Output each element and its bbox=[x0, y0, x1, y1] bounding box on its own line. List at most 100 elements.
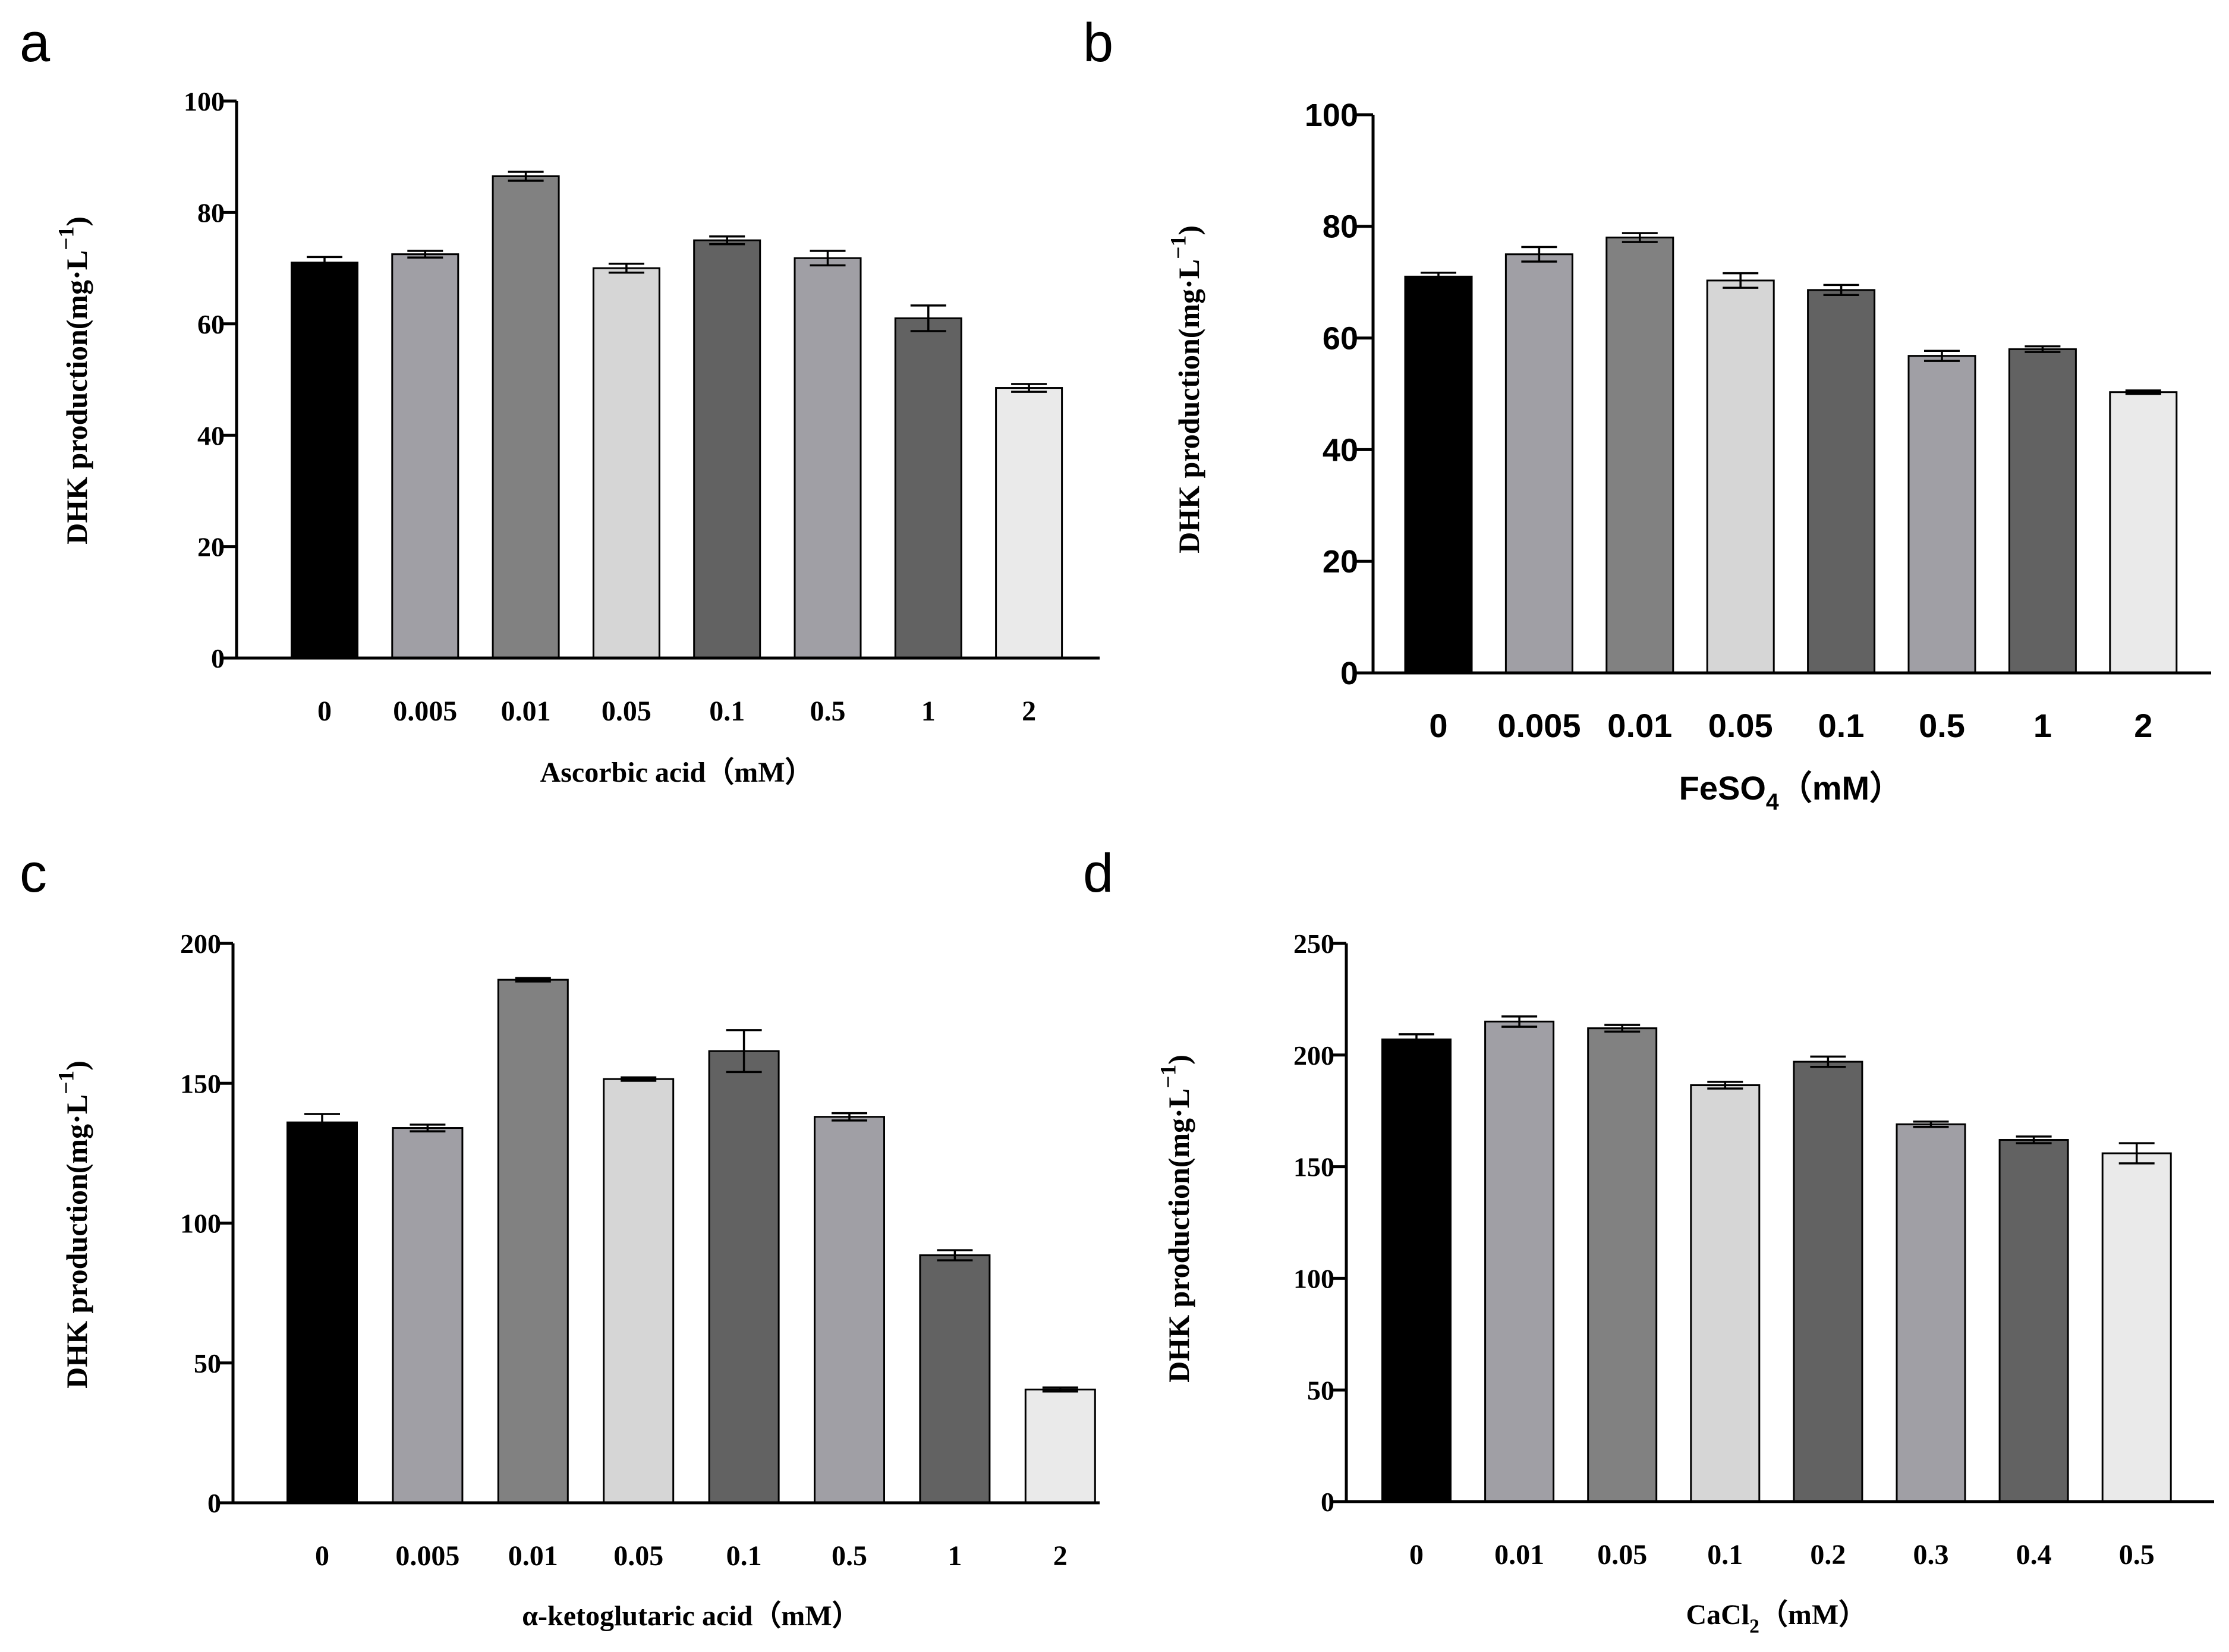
x-axis-title-subscript: 4 bbox=[1766, 789, 1779, 815]
bar-1 bbox=[919, 1254, 991, 1504]
error-bar-0.2 bbox=[1810, 1055, 1846, 1068]
y-tick-label: 0 bbox=[1321, 1487, 1334, 1517]
y-tick-label: 50 bbox=[1307, 1375, 1334, 1405]
error-bar-0.5 bbox=[1924, 350, 1960, 362]
x-tick-label: 0.4 bbox=[2016, 1539, 2052, 1571]
error-bar-0.1 bbox=[1707, 1081, 1743, 1090]
bar-0.005 bbox=[1504, 253, 1573, 674]
y-axis-title-main: DHK production(mg·L bbox=[1172, 259, 1205, 553]
bar-0.05 bbox=[1706, 279, 1775, 674]
x-tick-label: 0.1 bbox=[1818, 707, 1865, 744]
error-bar-0.3 bbox=[1913, 1120, 1949, 1128]
bar-0.1 bbox=[693, 239, 761, 659]
x-tick-label: 0 bbox=[315, 1540, 329, 1572]
y-tick-label: 80 bbox=[1323, 209, 1358, 245]
error-bar-0.1 bbox=[709, 235, 745, 246]
error-bar-0 bbox=[304, 1113, 340, 1132]
bar-1 bbox=[2008, 348, 2077, 674]
error-bar-0.05 bbox=[1604, 1024, 1641, 1033]
error-bar-1 bbox=[2025, 345, 2061, 353]
error-bar-0.5 bbox=[2118, 1142, 2155, 1165]
bar-0.5 bbox=[2101, 1152, 2172, 1503]
x-tick-label: 0 bbox=[1409, 1539, 1424, 1571]
x-tick-label: 0.005 bbox=[395, 1540, 459, 1572]
error-bar-0.05 bbox=[1723, 272, 1759, 289]
bar-0.01 bbox=[497, 978, 569, 1504]
x-tick-label: 0.3 bbox=[1913, 1539, 1949, 1571]
bar-0.05 bbox=[592, 267, 660, 659]
error-bar-0.005 bbox=[410, 1124, 446, 1132]
x-axis-title: CaCl2（mM） bbox=[1686, 1599, 1867, 1637]
panel-letter: b bbox=[1083, 12, 1113, 73]
bar-2 bbox=[995, 387, 1063, 659]
x-tick-label: 0.2 bbox=[1810, 1539, 1846, 1571]
bar-0.005 bbox=[392, 1127, 464, 1504]
x-axis-title-main: FeSO bbox=[1679, 769, 1766, 807]
error-bar-0 bbox=[307, 256, 342, 269]
x-tick-label: 0.05 bbox=[1597, 1539, 1647, 1571]
bar-0.5 bbox=[1907, 355, 1976, 674]
y-tick-label: 0 bbox=[1340, 656, 1358, 691]
x-tick-label: 0.005 bbox=[393, 696, 457, 727]
y-tick-label: 80 bbox=[197, 198, 225, 228]
error-bar-0.01 bbox=[1622, 232, 1658, 243]
y-axis-title-end: ) bbox=[60, 1061, 93, 1071]
error-bar-0.4 bbox=[2016, 1135, 2052, 1144]
x-tick-label: 0.5 bbox=[810, 696, 846, 727]
x-tick-label: 0.5 bbox=[2119, 1539, 2155, 1571]
bar-0.3 bbox=[1896, 1123, 1966, 1503]
x-tick-label: 1 bbox=[947, 1540, 962, 1572]
y-axis-title-main: DHK production(mg·L bbox=[60, 250, 93, 545]
x-tick-label: 0.05 bbox=[613, 1540, 663, 1572]
y-tick-label: 0 bbox=[211, 643, 225, 674]
x-axis-title-main: Ascorbic acid（mM） bbox=[540, 757, 814, 788]
chart-panel-a: a 0 20 40 60 80 100 0 0.005 0.01 0.05 0.1 0.5 1 2 Ascor… bbox=[20, 12, 1100, 788]
chart-panel-c: c 0 50 100 150 200 0 0.005 0.01 0.05 0.1 0.5 1 2 α-ket… bbox=[20, 843, 1100, 1632]
y-axis-title: DHK production(mg·L−1) bbox=[55, 1061, 94, 1389]
x-axis-title: α-ketoglutaric acid（mM） bbox=[522, 1600, 860, 1632]
error-bar-0.1 bbox=[1823, 284, 1859, 297]
x-axis-title-unit: （mM） bbox=[1759, 1599, 1867, 1631]
y-tick-label: 250 bbox=[1293, 929, 1334, 959]
bar-0.2 bbox=[1793, 1061, 1863, 1503]
panel-letter: c bbox=[20, 843, 47, 904]
error-bar-0.005 bbox=[407, 250, 443, 259]
bar-2 bbox=[1024, 1388, 1096, 1504]
y-tick-label: 200 bbox=[1293, 1040, 1334, 1071]
error-bar-2 bbox=[1042, 1386, 1078, 1393]
y-tick-label: 20 bbox=[1323, 544, 1358, 580]
bar-0.5 bbox=[794, 257, 862, 659]
x-tick-label: 0.1 bbox=[726, 1540, 762, 1572]
y-axis-title-superscript: −1 bbox=[1157, 1065, 1181, 1088]
y-tick-label: 60 bbox=[197, 309, 225, 339]
x-tick-label: 2 bbox=[2134, 707, 2152, 744]
bar-0.1 bbox=[1690, 1084, 1761, 1503]
bar-0.01 bbox=[492, 175, 560, 659]
x-tick-label: 0.5 bbox=[832, 1540, 867, 1572]
x-tick-label: 0.1 bbox=[1707, 1539, 1743, 1571]
error-bar-2 bbox=[2125, 389, 2161, 395]
bar-0.005 bbox=[391, 253, 459, 659]
y-axis-title-main: DHK production(mg·L bbox=[60, 1094, 93, 1389]
x-axis-title: FeSO4（mM） bbox=[1679, 769, 1903, 815]
error-bar-1 bbox=[937, 1249, 973, 1261]
y-axis-title-superscript: −1 bbox=[1167, 235, 1191, 259]
y-tick-label: 20 bbox=[197, 532, 225, 562]
x-axis-title: Ascorbic acid（mM） bbox=[540, 757, 814, 788]
x-tick-label: 0.05 bbox=[1708, 707, 1773, 744]
error-bar-1 bbox=[910, 304, 946, 332]
y-tick-label: 0 bbox=[207, 1488, 221, 1518]
chart-panel-b: b 0 20 40 60 80 100 0 0.005 0.01 0.05 0.1 0.5 1 2 FeSO4… bbox=[1083, 12, 2211, 815]
y-axis-title: DHK production(mg·L−1) bbox=[55, 216, 94, 545]
y-tick-label: 100 bbox=[180, 1209, 221, 1239]
y-axis-title-end: ) bbox=[1172, 225, 1205, 235]
x-tick-label: 2 bbox=[1022, 696, 1036, 727]
bar-2 bbox=[2109, 391, 2178, 674]
bar-0.01 bbox=[1484, 1020, 1555, 1503]
y-tick-label: 40 bbox=[197, 420, 225, 451]
x-axis-title-subscript: 2 bbox=[1749, 1615, 1759, 1637]
y-axis-title-superscript: −1 bbox=[55, 1071, 79, 1094]
bar-0.5 bbox=[814, 1116, 885, 1504]
error-bar-2 bbox=[1011, 383, 1047, 393]
